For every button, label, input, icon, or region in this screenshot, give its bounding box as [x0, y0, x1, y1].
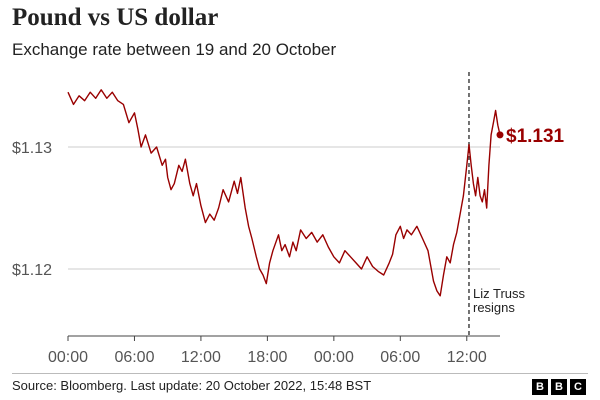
source-note: Source: Bloomberg. Last update: 20 Octob… — [12, 378, 372, 393]
bbc-logo: B B C — [532, 379, 586, 395]
logo-letter-c: C — [570, 379, 586, 395]
x-tick-label-2: 12:00 — [181, 349, 221, 366]
annotation-label-line-0: Liz Truss — [473, 286, 526, 301]
x-tick-label-4: 00:00 — [314, 349, 354, 366]
x-tick-label-1: 06:00 — [114, 349, 154, 366]
chart-subtitle: Exchange rate between 19 and 20 October — [12, 40, 337, 59]
footer-divider — [12, 373, 588, 374]
series-end-point-0 — [496, 131, 504, 139]
logo-letter-b1: B — [532, 379, 548, 395]
y-tick-label-1: $1.13 — [12, 140, 52, 157]
x-tick-label-0: 00:00 — [48, 349, 88, 366]
annotation-label-line-1: resigns — [473, 300, 515, 315]
x-tick-label-5: 06:00 — [380, 349, 420, 366]
end-value-label-0: $1.131 — [506, 126, 565, 147]
chart-title: Pound vs US dollar — [12, 4, 219, 31]
exchange-rate-chart: $1.12 $1.13 00:00 06:00 12:00 18:00 00:00 06:00… — [12, 72, 565, 366]
series-line-0 — [67, 89, 501, 297]
y-tick-label-0: $1.12 — [12, 262, 52, 279]
x-tick-label-6: 12:00 — [447, 349, 487, 366]
logo-letter-b2: B — [551, 379, 567, 395]
x-tick-label-3: 18:00 — [247, 349, 287, 366]
